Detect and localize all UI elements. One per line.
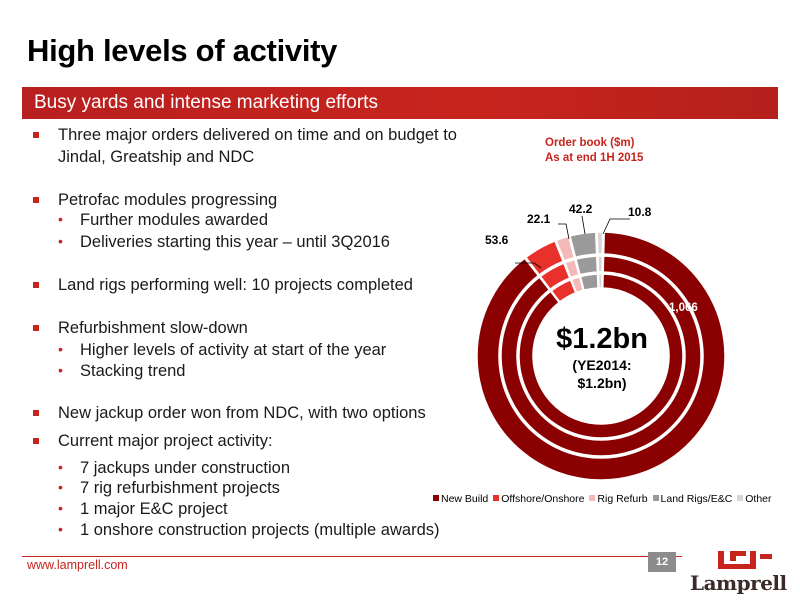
bullet-square-icon <box>33 438 39 444</box>
legend-label: Other <box>745 493 772 505</box>
bullet-dot-icon: • <box>58 500 63 516</box>
legend-item: Offshore/Onshore <box>493 493 584 505</box>
leader-line-land-rigs <box>581 215 586 235</box>
list-item: Stacking trend <box>80 362 186 380</box>
list-item: 7 jackups under construction <box>80 459 291 477</box>
chart-legend: New Build Offshore/Onshore Rig Refurb La… <box>433 493 774 505</box>
bullet-square-icon <box>33 132 39 138</box>
legend-swatch <box>433 495 439 501</box>
bullet-square-icon <box>33 325 39 331</box>
footer-divider <box>22 556 682 557</box>
data-label-other: 10.8 <box>628 205 652 219</box>
list-item: Petrofac modules progressing <box>58 191 278 209</box>
center-main-value: $1.2bn <box>556 323 648 355</box>
donut-innermost-ring-new-build <box>518 273 684 439</box>
list-item: Current major project activity: <box>58 432 273 450</box>
leader-line-rig-refurb <box>558 223 570 240</box>
data-label-land-rigs: 42.2 <box>569 202 593 216</box>
list-item: 1 onshore construction projects (multipl… <box>80 521 440 539</box>
bullet-dot-icon: • <box>58 233 63 249</box>
legend-swatch <box>493 495 500 501</box>
center-sub-line1: (YE2014: <box>572 357 632 373</box>
legend-swatch <box>589 495 596 501</box>
legend-item: Land Rigs/E&C <box>652 493 733 505</box>
page-title: High levels of activity <box>27 33 338 68</box>
leader-line-other <box>602 218 630 235</box>
donut-innermost-ring-offshore-onshore <box>550 278 577 303</box>
donut-innermost-ring-other <box>597 273 603 289</box>
legend-label: New Build <box>441 493 489 505</box>
legend-swatch <box>737 495 744 501</box>
leader-line-offshore-onshore <box>515 262 542 269</box>
donut-inner-ring-land-rigs <box>575 255 599 276</box>
chart-title-line2: As at end 1H 2015 <box>545 152 644 164</box>
list-item: 1 major E&C project <box>80 500 228 518</box>
legend-item: Other <box>737 493 772 505</box>
legend-label: Rig Refurb <box>597 493 648 505</box>
list-item: Jindal, Greatship and NDC <box>58 148 255 166</box>
list-item: Higher levels of activity at start of th… <box>80 341 387 359</box>
data-label-rig-refurb: 22.1 <box>527 212 551 226</box>
donut-innermost-ring-land-rigs <box>579 273 599 292</box>
bullet-square-icon <box>33 197 39 203</box>
bullet-square-icon <box>33 410 39 416</box>
chart-title: Order book ($m) As at end 1H 2015 <box>545 136 643 166</box>
bullet-dot-icon: • <box>58 211 63 227</box>
donut-inner-ring-offshore-onshore <box>539 262 571 291</box>
center-sub-line2: $1.2bn) <box>577 375 627 391</box>
data-label-offshore-onshore: 53.6 <box>485 233 509 247</box>
legend-label: Land Rigs/E&C <box>660 493 733 505</box>
donut-slice-rig-refurb <box>555 235 576 262</box>
donut-slice-new-build <box>476 231 726 481</box>
bullet-dot-icon: • <box>58 341 63 357</box>
lamprell-logo-icon <box>718 551 772 569</box>
donut-slice-land-rigs <box>569 231 598 259</box>
list-item: Refurbishment slow-down <box>58 319 248 337</box>
list-item: New jackup order won from NDC, with two … <box>58 404 426 422</box>
list-item: Further modules awarded <box>80 211 269 229</box>
bullet-dot-icon: • <box>58 479 63 495</box>
donut-slice-offshore-onshore <box>524 239 565 276</box>
banner-text: Busy yards and intense marketing efforts <box>34 92 378 113</box>
list-item: Three major orders delivered on time and… <box>58 126 457 144</box>
donut-inner-ring-other <box>597 255 604 273</box>
bullet-dot-icon: • <box>58 459 63 475</box>
list-item: Deliveries starting this year – until 3Q… <box>80 233 390 251</box>
legend-item: Rig Refurb <box>589 493 648 505</box>
logo-wordmark: Lamprell <box>690 571 787 595</box>
list-item: 7 rig refurbishment projects <box>80 479 280 497</box>
donut-inner-ring-rig-refurb <box>563 258 580 279</box>
lamprell-logo: Lamprell <box>690 548 790 595</box>
legend-swatch <box>652 495 659 501</box>
chart-center-text: $1.2bn (YE2014: $1.2bn) <box>537 322 667 392</box>
donut-inner-ring-new-build <box>500 255 702 457</box>
subtitle-banner: Busy yards and intense marketing efforts <box>22 87 778 119</box>
bullet-dot-icon: • <box>58 521 63 537</box>
legend-label: Offshore/Onshore <box>501 493 585 505</box>
donut-innermost-ring-rig-refurb <box>570 275 585 294</box>
bullet-square-icon <box>33 282 39 288</box>
legend-item: New Build <box>433 493 488 505</box>
bullet-dot-icon: • <box>58 362 63 378</box>
chart-title-line1: Order book ($m) <box>545 137 635 149</box>
footer-url-link[interactable]: www.lamprell.com <box>27 558 128 572</box>
data-label-new-build: 1,066 <box>669 302 698 314</box>
page-number: 12 <box>648 552 676 572</box>
list-item: Land rigs performing well: 10 projects c… <box>58 276 413 294</box>
donut-slice-other <box>596 231 604 255</box>
